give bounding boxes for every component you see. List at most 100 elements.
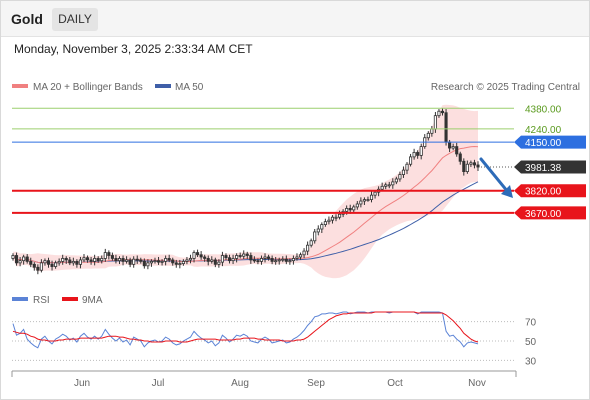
candle-body	[146, 262, 150, 267]
candle	[85, 255, 90, 263]
candle-body	[11, 255, 15, 259]
candle	[82, 254, 86, 263]
candle-body	[132, 258, 136, 265]
candle-body	[369, 194, 374, 200]
candle	[330, 215, 335, 224]
candle	[355, 201, 359, 210]
candle-body	[284, 258, 288, 262]
timeframe-badge[interactable]: DAILY	[52, 8, 98, 31]
candle-body	[455, 146, 459, 155]
x-tick-label: Nov	[468, 378, 486, 389]
candle	[171, 257, 175, 266]
candle-body	[39, 262, 43, 271]
candle-body	[391, 181, 395, 186]
candle-body	[57, 260, 61, 264]
candle	[451, 143, 455, 151]
source-credit: Research © 2025 Trading Central	[431, 82, 580, 93]
candle-body	[93, 258, 97, 262]
candle	[103, 248, 107, 262]
last-price-label: 3981.38	[525, 163, 562, 174]
widget-header: Gold DAILY	[1, 1, 589, 37]
candle-body	[302, 250, 306, 256]
candle	[89, 256, 93, 265]
candle-body	[114, 258, 118, 262]
candle	[426, 131, 430, 141]
candle	[405, 162, 409, 175]
candle-body	[75, 260, 79, 265]
forecast-arrow-shaft	[479, 157, 510, 194]
candle	[132, 256, 136, 268]
candle-body	[18, 260, 22, 264]
candle-body	[281, 258, 285, 261]
candle-body	[25, 256, 29, 262]
symbol-title: Gold	[11, 11, 43, 27]
candle	[465, 160, 469, 174]
candle-body	[448, 141, 452, 149]
candle-body	[203, 256, 207, 259]
candle-body	[220, 255, 224, 263]
candle	[316, 225, 320, 236]
candle-body	[217, 261, 221, 265]
candle-body	[433, 115, 437, 130]
candle	[75, 259, 79, 268]
candle-body	[128, 259, 132, 265]
candle-body	[242, 253, 246, 257]
candle-body	[249, 255, 253, 261]
candle	[93, 254, 97, 266]
candle	[121, 255, 125, 266]
candle-body	[238, 255, 242, 257]
level-label-resistance: 4240.00	[525, 125, 562, 136]
level-label-resistance: 4380.00	[525, 104, 562, 115]
candle	[231, 254, 235, 265]
candle	[281, 256, 285, 263]
candle-body	[291, 258, 295, 262]
candle	[64, 256, 68, 264]
levels-layer: 4380.00 4240.00 4150.00 3820.00 3670.00 3981.…	[12, 104, 586, 220]
candle	[398, 171, 402, 182]
bollinger-band	[13, 104, 478, 279]
candle	[249, 252, 253, 264]
x-tick-label: Aug	[231, 378, 249, 389]
candle-body	[401, 169, 406, 175]
candle-body	[405, 163, 409, 171]
candle-body	[22, 256, 26, 262]
candle-body	[61, 258, 65, 262]
candle	[227, 254, 232, 264]
ma50-swatch	[155, 84, 171, 88]
rsi-ma-legend-label: 9MA	[82, 295, 103, 306]
candle	[238, 252, 242, 259]
candle	[61, 254, 65, 265]
candle	[146, 259, 150, 270]
candle	[291, 255, 295, 265]
candle	[295, 253, 299, 261]
candle	[156, 256, 161, 265]
candle-body	[309, 240, 313, 246]
candle-body	[103, 252, 107, 259]
candle-body	[46, 260, 51, 265]
candle-body	[416, 152, 420, 156]
candle	[369, 191, 374, 203]
candle	[220, 251, 224, 267]
candle	[313, 229, 317, 244]
candle	[78, 256, 82, 269]
rsi-ma-swatch	[62, 297, 78, 301]
rsi-legend-label: RSI	[33, 295, 50, 306]
candle-body	[334, 216, 338, 219]
x-tick-label: Oct	[387, 378, 403, 389]
level-label-support: 3670.00	[525, 209, 562, 220]
candle-body	[110, 255, 114, 259]
candle-body	[330, 216, 335, 221]
candle	[117, 256, 122, 265]
candle	[366, 196, 370, 202]
candle	[284, 255, 288, 265]
candle-body	[419, 146, 423, 156]
candle-body	[89, 259, 93, 262]
candle-body	[245, 253, 249, 256]
candle-body	[156, 260, 161, 263]
candle-body	[153, 260, 157, 263]
candle-body	[125, 259, 129, 262]
candle	[107, 250, 111, 260]
candle	[462, 158, 466, 176]
candle-body	[451, 146, 455, 149]
candle-body	[288, 260, 292, 263]
